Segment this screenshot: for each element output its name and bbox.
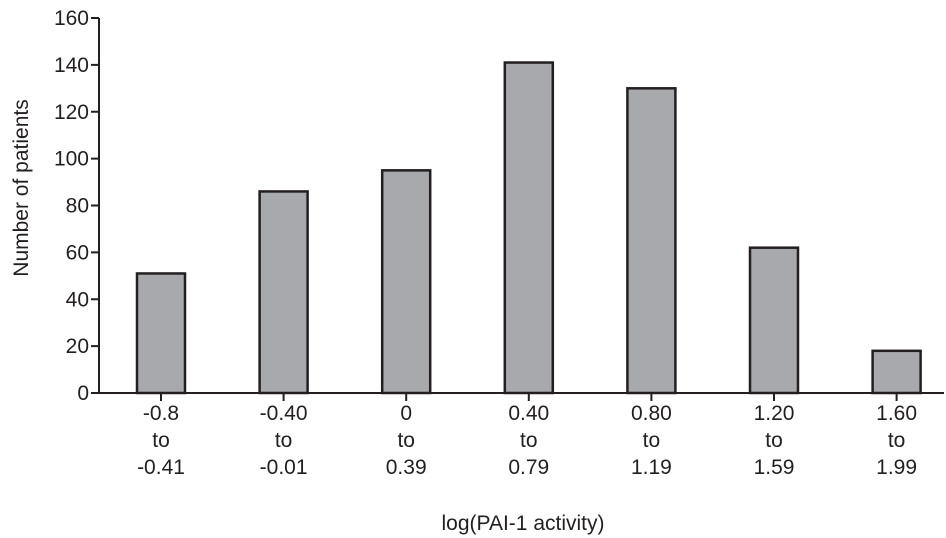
x-tick-label: 1.60 xyxy=(876,402,917,425)
bars-group xyxy=(135,61,922,395)
x-tick-label: -0.8 xyxy=(143,402,179,425)
x-tick-label: 1.19 xyxy=(631,456,672,479)
x-tick-label: to xyxy=(520,429,538,452)
x-tick-label: 0.80 xyxy=(631,402,672,425)
bar-7 xyxy=(871,349,922,395)
y-axis-title: Number of patients xyxy=(10,99,33,276)
bar-3 xyxy=(380,169,432,395)
x-tick-label: -0.41 xyxy=(137,456,185,479)
x-tick-label: to xyxy=(275,429,293,452)
bar-6 xyxy=(748,246,800,395)
y-tick-label: 120 xyxy=(54,101,89,124)
x-tick-label: 0.40 xyxy=(508,402,549,425)
x-tick-label: to xyxy=(643,429,661,452)
y-tick-label: 160 xyxy=(54,7,89,30)
x-tick-label: -0.40 xyxy=(260,402,308,425)
y-ticks-group: 0 20 40 60 80 100 120 140 160 xyxy=(54,7,99,405)
bar-5 xyxy=(626,87,677,395)
y-tick-label: 0 xyxy=(77,382,89,405)
y-tick-label: 100 xyxy=(54,148,89,171)
bar-1 xyxy=(135,272,187,395)
y-tick-label: 140 xyxy=(54,54,89,77)
y-tick-label: 80 xyxy=(66,195,89,218)
y-tick-label: 20 xyxy=(66,335,89,358)
y-tick-label: 40 xyxy=(66,288,89,311)
bar-4 xyxy=(503,61,555,395)
x-axis-title: log(PAI-1 activity) xyxy=(442,512,605,535)
x-tick-label: 1.99 xyxy=(876,456,917,479)
x-ticks-group: -0.8 to -0.41 -0.40 to -0.01 0 to 0.39 0.40 to 0.79… xyxy=(137,393,917,479)
x-tick-label: to xyxy=(152,429,170,452)
bar-2 xyxy=(258,190,309,395)
x-tick-label: 0 xyxy=(400,402,412,425)
x-tick-label: 1.59 xyxy=(754,456,795,479)
x-tick-label: 1.20 xyxy=(754,402,795,425)
x-tick-label: to xyxy=(765,429,783,452)
x-tick-label: -0.01 xyxy=(260,456,308,479)
x-tick-label: to xyxy=(397,429,415,452)
x-tick-label: to xyxy=(888,429,906,452)
y-tick-label: 60 xyxy=(66,241,89,264)
x-tick-label: 0.39 xyxy=(386,456,427,479)
x-tick-label: 0.79 xyxy=(508,456,549,479)
